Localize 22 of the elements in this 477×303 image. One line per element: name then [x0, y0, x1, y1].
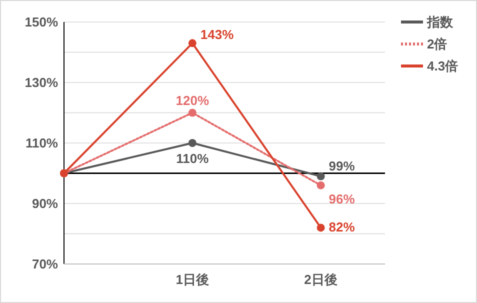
legend-label: 2倍	[427, 36, 448, 52]
y-tick-label: 150%	[24, 14, 58, 30]
point	[316, 224, 325, 232]
point	[188, 39, 196, 48]
x-tick-label: 2日後	[304, 272, 338, 287]
data-label: 99%	[328, 158, 356, 174]
data-label: 143%	[200, 27, 234, 42]
data-label: 120%	[176, 92, 210, 108]
data-label: 82%	[328, 220, 356, 235]
data-label: 110%	[176, 151, 210, 166]
x-tick-label: 1日後	[176, 272, 210, 287]
legend-label: 4.3倍	[427, 58, 458, 74]
point	[188, 139, 196, 147]
y-tick-label: 70%	[32, 256, 58, 272]
y-tick-label: 110%	[25, 136, 58, 151]
point	[188, 108, 196, 117]
point	[316, 181, 325, 190]
point	[316, 172, 325, 180]
legend-label: 指数	[426, 14, 454, 30]
y-tick-label: 130%	[24, 75, 58, 90]
y-tick-label: 90%	[32, 196, 58, 212]
data-label: 96%	[328, 191, 356, 206]
